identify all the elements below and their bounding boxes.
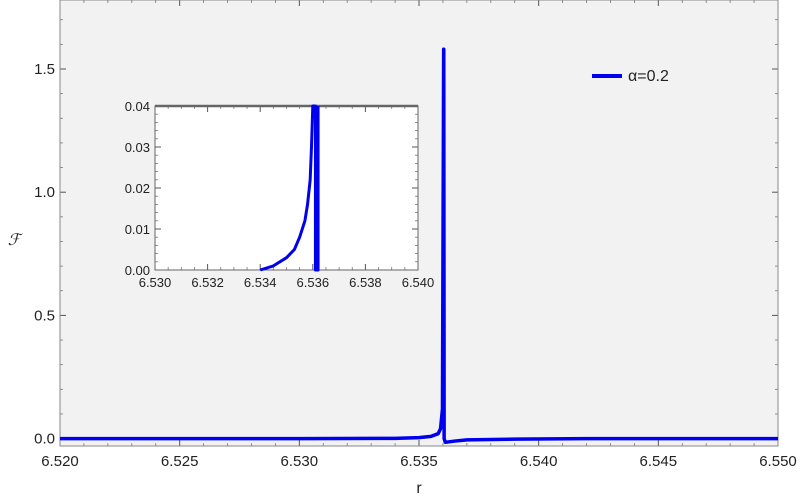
x-axis-label: r	[416, 480, 422, 497]
main-x-tick-label: 6.540	[520, 453, 558, 470]
inset-y-tick-label: 0.00	[125, 263, 150, 278]
inset-x-tick-label: 6.540	[402, 275, 435, 290]
legend: α=0.2	[592, 68, 669, 85]
main-y-tick-label: 0.5	[34, 307, 55, 324]
main-x-tick-label: 6.525	[161, 453, 199, 470]
main-y-tick-label: 0.0	[34, 431, 55, 448]
inset-x-tick-label: 6.532	[191, 275, 224, 290]
y-axis-label: ℱ	[8, 232, 24, 249]
main-series-line	[60, 47, 778, 445]
main-tick-labels: 6.520 6.525 6.530 6.535 6.540 6.545 6.550 0.0 0.…	[34, 61, 797, 470]
inset-background	[155, 106, 418, 270]
main-x-tick-label: 6.530	[281, 453, 319, 470]
inset-series-line	[259, 104, 320, 272]
inset-chart: 6.530 6.532 6.534 6.536 6.538 6.540 0.00 0.01 0.…	[125, 99, 435, 290]
inset-series	[259, 104, 320, 272]
inset-y-tick-label: 0.03	[125, 140, 150, 155]
inset-y-tick-label: 0.04	[125, 99, 150, 114]
main-x-tick-label: 6.550	[759, 453, 797, 470]
main-series	[60, 47, 778, 445]
legend-label: α=0.2	[628, 68, 669, 85]
plot-frame	[59, 0, 779, 447]
main-y-tick-label: 1.0	[34, 184, 55, 201]
inset-x-tick-label: 6.534	[244, 275, 277, 290]
inset-x-tick-label: 6.530	[139, 275, 172, 290]
main-y-tick-label: 1.5	[34, 61, 55, 78]
main-x-tick-label: 6.535	[400, 453, 438, 470]
inset-y-tick-label: 0.01	[125, 222, 150, 237]
inset-x-tick-label: 6.536	[297, 275, 330, 290]
inset-y-tick-label: 0.02	[125, 181, 150, 196]
inset-tick-labels: 6.530 6.532 6.534 6.536 6.538 6.540 0.00 0.01 0.…	[125, 99, 435, 290]
main-x-tick-label: 6.545	[640, 453, 678, 470]
main-x-tick-label: 6.520	[41, 453, 79, 470]
inset-x-tick-label: 6.538	[349, 275, 382, 290]
